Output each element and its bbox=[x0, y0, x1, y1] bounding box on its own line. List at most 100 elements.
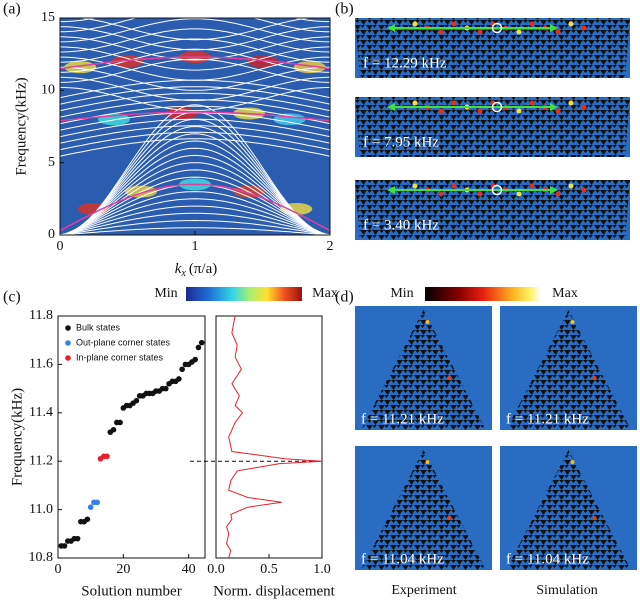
field-spot bbox=[516, 108, 522, 114]
arrow-head bbox=[387, 24, 395, 32]
legend-marker bbox=[65, 355, 71, 361]
x-tick-label: 2 bbox=[327, 239, 334, 254]
panel-label: (d) bbox=[335, 289, 354, 306]
legend-marker bbox=[65, 340, 71, 346]
field-spot bbox=[477, 29, 483, 35]
field-spot bbox=[568, 100, 574, 106]
y-tick-label: 11.8 bbox=[29, 308, 53, 323]
y-tick-label: 15 bbox=[41, 10, 55, 25]
band-line bbox=[60, 131, 330, 151]
field-spot bbox=[438, 29, 444, 35]
star bbox=[491, 101, 503, 113]
band-line bbox=[60, 205, 330, 235]
band-line bbox=[60, 46, 330, 71]
band-line bbox=[60, 99, 330, 118]
frequency-label: f = 11.04 kHz bbox=[361, 551, 444, 567]
band-line bbox=[60, 38, 330, 63]
legend-label: Out-plane corner states bbox=[76, 337, 171, 347]
band-line bbox=[60, 125, 330, 235]
frequency-label: f = 3.40 kHz bbox=[363, 217, 439, 233]
band-line bbox=[60, 140, 330, 235]
field-spot bbox=[516, 29, 522, 35]
y-tick-label: 5 bbox=[48, 155, 55, 170]
y-tick-label: 11.4 bbox=[29, 405, 53, 420]
star bbox=[491, 22, 503, 34]
field-spot bbox=[581, 104, 587, 110]
field-spot bbox=[529, 100, 535, 106]
band-line bbox=[60, 18, 330, 33]
band-line bbox=[60, 66, 330, 91]
band-line bbox=[60, 191, 330, 235]
band-line bbox=[60, 162, 330, 235]
x-tick-label: 0.5 bbox=[260, 562, 278, 577]
colorbar bbox=[186, 287, 302, 301]
point bbox=[179, 366, 185, 373]
arrow-head bbox=[387, 186, 395, 194]
point bbox=[87, 504, 94, 510]
y-tick-label: 10.8 bbox=[29, 550, 54, 565]
panel-label: (a) bbox=[3, 1, 21, 18]
frequency-label: f = 11.21 kHz bbox=[361, 411, 444, 427]
point bbox=[133, 397, 140, 404]
panel-label: (b) bbox=[335, 1, 354, 18]
band-line bbox=[60, 176, 330, 235]
axes-frame bbox=[57, 315, 206, 559]
point bbox=[104, 453, 110, 460]
field-spot bbox=[529, 21, 535, 27]
y-tick-label: 11.0 bbox=[29, 502, 53, 517]
band-plot bbox=[60, 18, 330, 235]
field-spot bbox=[555, 108, 561, 114]
axes-frame bbox=[215, 315, 323, 559]
panel-label: (c) bbox=[3, 289, 21, 306]
x-tick-label: 0.0 bbox=[207, 562, 225, 577]
field-spot bbox=[451, 21, 457, 27]
lattice bbox=[355, 18, 630, 78]
band-line bbox=[60, 219, 330, 235]
band-line bbox=[60, 48, 330, 73]
point bbox=[110, 426, 117, 433]
band-line bbox=[60, 198, 330, 235]
point bbox=[176, 376, 182, 382]
colorbar-max: Max bbox=[552, 286, 578, 301]
field-spot bbox=[477, 191, 483, 197]
band-line bbox=[60, 105, 330, 125]
colorbar-max: Max bbox=[312, 286, 338, 301]
lattice-triangle bbox=[506, 450, 631, 570]
field-spot bbox=[592, 516, 597, 520]
x-label-var: k bbox=[175, 261, 182, 277]
y-axis-label: Frequency(kHz) bbox=[13, 77, 29, 175]
point bbox=[117, 419, 123, 426]
band-line bbox=[60, 26, 330, 51]
band-line bbox=[60, 104, 330, 235]
field-spot bbox=[490, 21, 496, 27]
y-tick-label: 10 bbox=[41, 83, 55, 98]
point bbox=[163, 385, 169, 392]
point bbox=[94, 499, 100, 506]
lattice-triangle bbox=[506, 310, 631, 430]
lattice bbox=[355, 180, 630, 240]
x-tick-label: 1.0 bbox=[313, 562, 331, 577]
field-spot bbox=[425, 320, 430, 324]
band-line bbox=[60, 58, 330, 83]
frequency-label: f = 11.21 kHz bbox=[506, 411, 589, 427]
band-line bbox=[60, 118, 330, 138]
band-line bbox=[60, 92, 330, 112]
field-spot bbox=[447, 516, 452, 520]
field-spot bbox=[477, 108, 483, 114]
field-spot bbox=[592, 376, 597, 380]
point bbox=[84, 516, 91, 523]
arrow-head bbox=[550, 24, 558, 32]
band-line bbox=[77, 18, 313, 41]
point bbox=[61, 543, 68, 549]
arrow-head bbox=[550, 103, 558, 111]
column-label: Simulation bbox=[536, 583, 597, 598]
band-line bbox=[60, 86, 330, 112]
field-spot bbox=[570, 460, 575, 464]
field-spot bbox=[570, 320, 575, 324]
band-line bbox=[60, 86, 330, 105]
point bbox=[192, 356, 198, 363]
field-spot bbox=[412, 183, 418, 189]
band-line bbox=[60, 169, 330, 235]
point bbox=[198, 339, 205, 346]
